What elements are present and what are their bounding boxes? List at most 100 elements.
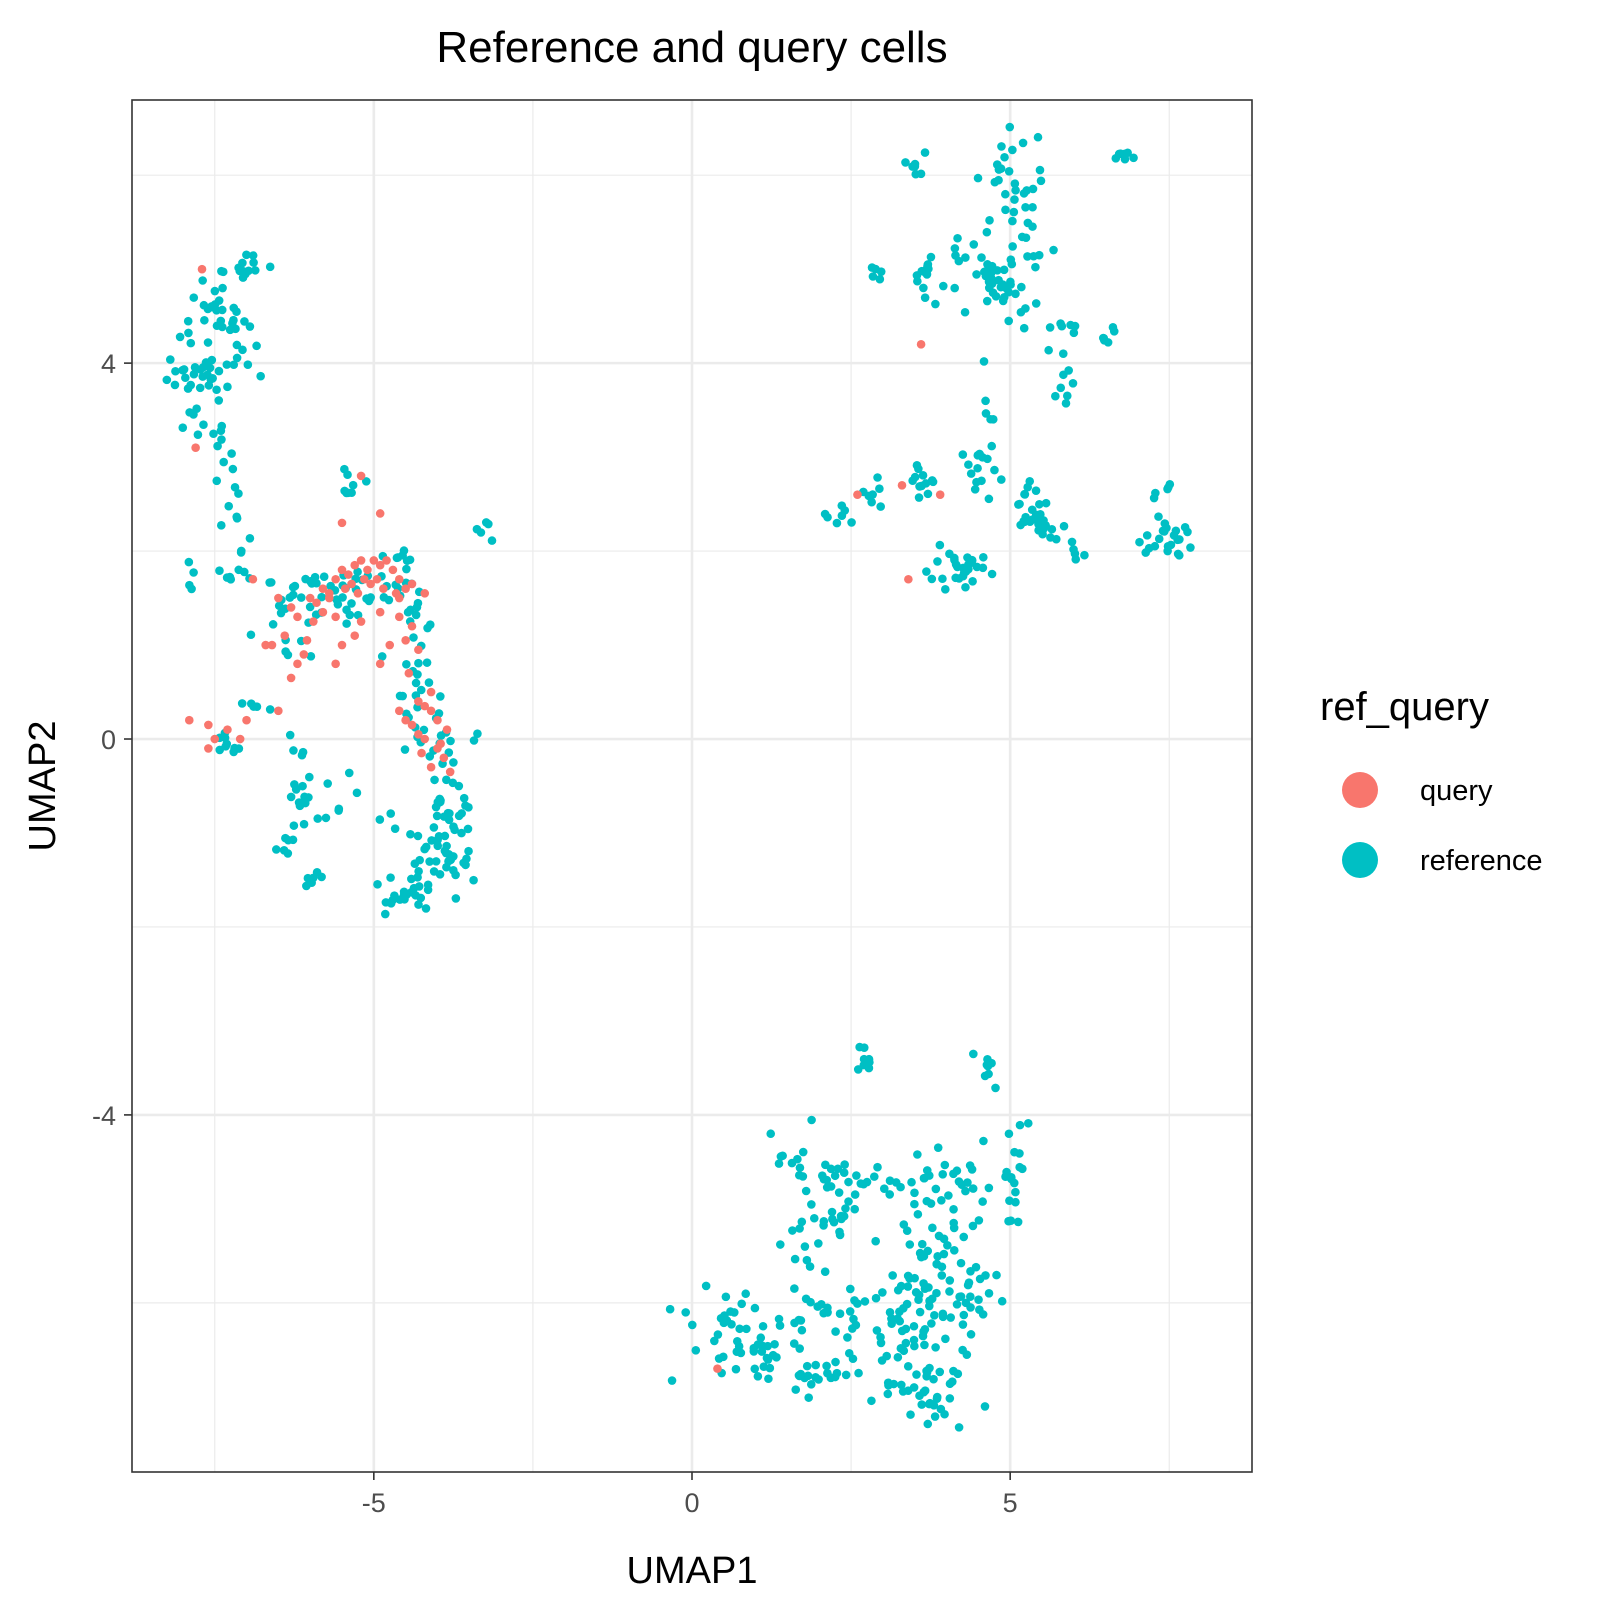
reference-point: [827, 1207, 837, 1217]
reference-point: [171, 366, 180, 376]
reference-point: [687, 1320, 697, 1330]
reference-point: [938, 1169, 948, 1179]
reference-point: [665, 1304, 675, 1314]
reference-point: [844, 1348, 854, 1358]
reference-point: [317, 592, 326, 602]
reference-point: [245, 322, 255, 331]
reference-point: [459, 858, 468, 868]
reference-point: [184, 557, 194, 567]
reference-point: [935, 1367, 945, 1377]
reference-point: [1011, 185, 1020, 195]
reference-point: [721, 1292, 731, 1302]
reference-point: [238, 273, 248, 282]
query-point: [235, 734, 245, 744]
reference-point: [243, 360, 253, 370]
reference-point: [920, 293, 930, 302]
reference-point: [216, 521, 226, 530]
reference-point: [252, 341, 261, 351]
query-point: [223, 725, 232, 734]
reference-point: [819, 1221, 828, 1230]
query-point: [375, 509, 385, 518]
reference-point: [926, 252, 936, 262]
reference-point: [764, 1374, 773, 1384]
reference-point: [305, 772, 314, 782]
reference-point: [997, 1296, 1007, 1306]
reference-point: [876, 1338, 886, 1348]
reference-point: [227, 449, 236, 458]
reference-point: [920, 148, 930, 157]
reference-point: [1018, 138, 1028, 148]
reference-point: [844, 1177, 853, 1187]
reference-point: [737, 1299, 746, 1309]
reference-point: [1174, 550, 1184, 560]
reference-point: [348, 480, 358, 490]
reference-point: [423, 623, 432, 633]
reference-point: [1035, 499, 1044, 509]
reference-point: [200, 315, 209, 325]
reference-point: [802, 1361, 812, 1371]
reference-point: [223, 382, 232, 392]
reference-point: [964, 1278, 974, 1287]
query-point: [404, 668, 414, 678]
reference-point: [205, 363, 215, 373]
query-point: [204, 744, 213, 753]
query-point: [286, 673, 296, 683]
reference-point: [271, 845, 281, 854]
reference-point: [234, 489, 243, 498]
reference-point: [742, 1324, 751, 1334]
chart-title: Reference and query cells: [436, 23, 947, 72]
reference-point: [1111, 154, 1121, 163]
reference-point: [999, 265, 1009, 275]
reference-point: [867, 1396, 876, 1406]
reference-point: [918, 471, 928, 480]
reference-point: [833, 1164, 843, 1174]
reference-point: [982, 296, 992, 306]
reference-point: [296, 593, 306, 602]
reference-point: [826, 1373, 836, 1383]
reference-point: [1001, 189, 1010, 199]
reference-point: [216, 426, 226, 436]
reference-point: [406, 829, 415, 839]
reference-point: [451, 894, 461, 903]
reference-point: [279, 845, 289, 855]
reference-point: [925, 1398, 935, 1408]
reference-point: [860, 1297, 870, 1306]
reference-point: [913, 1209, 923, 1219]
reference-point: [949, 1218, 958, 1228]
legend-label-query: query: [1420, 775, 1493, 807]
reference-point: [968, 1221, 978, 1231]
reference-point: [876, 502, 885, 511]
reference-point: [987, 569, 997, 579]
reference-point: [285, 730, 295, 740]
reference-point: [230, 482, 240, 492]
reference-point: [1144, 543, 1154, 553]
reference-point: [1163, 484, 1172, 494]
reference-point: [413, 598, 423, 608]
query-point: [372, 574, 382, 584]
reference-point: [928, 1223, 937, 1233]
reference-point: [1044, 345, 1053, 355]
reference-point: [1007, 259, 1017, 269]
reference-point: [766, 1129, 776, 1139]
reference-point: [979, 552, 988, 562]
reference-point: [822, 1183, 832, 1192]
reference-point: [939, 1249, 949, 1259]
reference-point: [1158, 526, 1168, 536]
reference-point: [806, 1379, 816, 1389]
reference-point: [229, 360, 239, 370]
reference-point: [386, 809, 396, 818]
reference-point: [193, 430, 203, 439]
reference-point: [1100, 336, 1109, 345]
reference-point: [959, 1310, 969, 1320]
reference-point: [993, 266, 1002, 275]
reference-point: [445, 809, 454, 818]
reference-point: [775, 1240, 785, 1249]
reference-point: [238, 345, 247, 355]
reference-point: [181, 373, 190, 383]
reference-point: [940, 1409, 949, 1419]
reference-point: [974, 1295, 983, 1304]
reference-point: [1045, 323, 1055, 332]
reference-point: [398, 691, 407, 701]
reference-point: [774, 1159, 784, 1168]
reference-point: [775, 1321, 785, 1330]
